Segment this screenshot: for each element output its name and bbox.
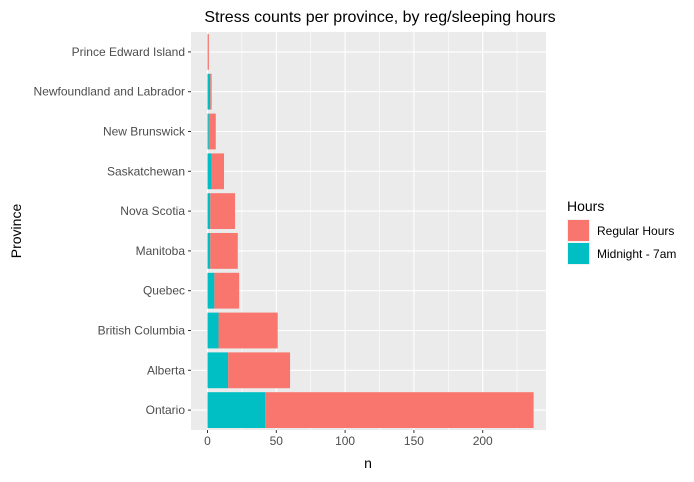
- x-axis-title: n: [364, 455, 372, 471]
- y-tick-label: Saskatchewan: [107, 164, 185, 178]
- y-tick-label: Prince Edward Island: [72, 45, 185, 59]
- bar-midnight-7am: [207, 73, 211, 110]
- y-tick-label: Quebec: [143, 284, 185, 298]
- y-tick-label: Nova Scotia: [120, 204, 185, 218]
- bar-regular-hours: [210, 193, 236, 230]
- x-axis: 0 50 100 150 200: [204, 430, 493, 448]
- y-axis-title: Province: [8, 204, 24, 259]
- bar-midnight-7am: [207, 312, 219, 349]
- bar-regular-hours: [265, 392, 534, 429]
- bar-regular-hours: [214, 272, 240, 309]
- y-axis: Ontario Alberta British Columbia Quebec Mani…: [34, 45, 191, 417]
- bar-regular-hours: [210, 73, 212, 110]
- bar-midnight-7am: [207, 352, 229, 389]
- bar-regular-hours: [228, 352, 291, 389]
- y-tick-label: New Brunswick: [103, 125, 186, 139]
- y-tick-label: British Columbia: [98, 324, 186, 338]
- legend: Hours Regular Hours Midnight - 7am: [567, 198, 676, 265]
- y-tick-label: Alberta: [147, 363, 185, 377]
- legend-key-swatch: [568, 220, 589, 241]
- bar-midnight-7am: [207, 392, 266, 429]
- bar-regular-hours: [208, 113, 216, 150]
- bar-midnight-7am: [207, 113, 209, 150]
- bars-group: [207, 33, 534, 429]
- bar-regular-hours: [210, 232, 238, 269]
- bar-regular-hours: [218, 312, 278, 349]
- legend-label: Midnight - 7am: [597, 247, 676, 261]
- x-tick-label: 0: [204, 434, 211, 448]
- x-tick-label: 150: [404, 434, 424, 448]
- y-tick-label: Newfoundland and Labrador: [34, 85, 185, 99]
- bar-regular-hours: [207, 33, 209, 70]
- bar-midnight-7am: [207, 272, 215, 309]
- bar-regular-hours: [211, 153, 225, 190]
- bar-midnight-7am: [207, 232, 211, 269]
- x-tick-label: 100: [335, 434, 355, 448]
- chart-title: Stress counts per province, by reg/sleep…: [204, 9, 555, 26]
- y-tick-label: Ontario: [146, 403, 186, 417]
- bar-midnight-7am: [207, 193, 211, 230]
- bar-midnight-7am: [207, 153, 212, 190]
- legend-label: Regular Hours: [597, 224, 674, 238]
- x-tick-label: 50: [270, 434, 284, 448]
- legend-key-swatch: [568, 243, 589, 264]
- y-tick-label: Manitoba: [136, 244, 186, 258]
- legend-title: Hours: [567, 198, 604, 214]
- x-tick-label: 200: [473, 434, 493, 448]
